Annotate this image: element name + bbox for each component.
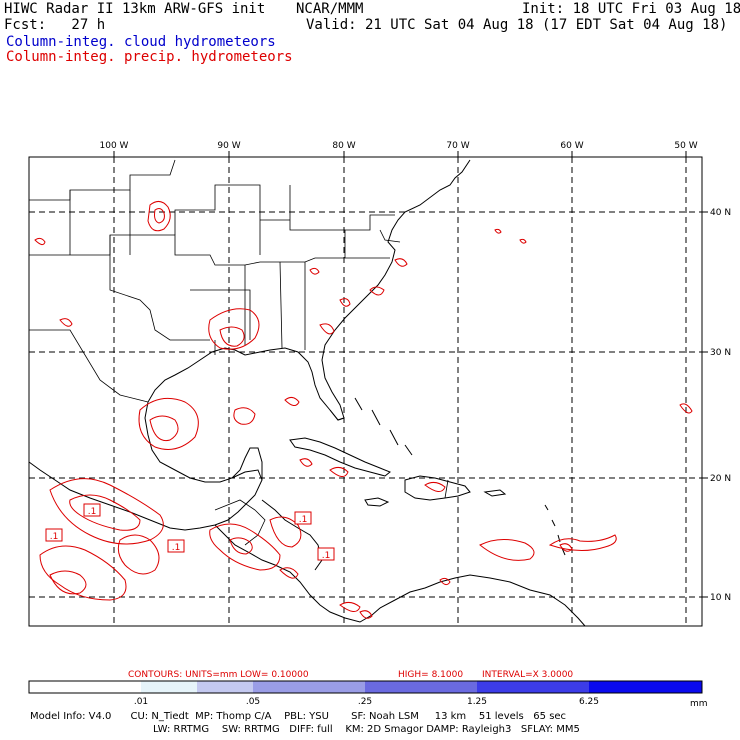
model-info-line2: LW: RRTMG SW: RRTMG DIFF: full KM: 2D Sm… xyxy=(153,724,580,735)
lat-label: 40 N xyxy=(710,208,731,218)
lat-label: 30 N xyxy=(710,348,731,358)
lon-label: 60 W xyxy=(560,141,583,151)
contour-label-boxes xyxy=(45,503,335,561)
colorbar-tick: .05 xyxy=(246,697,260,707)
colorbar-tick: 1.25 xyxy=(467,697,487,707)
lon-label: 80 W xyxy=(332,141,355,151)
latlon-grid xyxy=(29,157,702,626)
legend-cloud: Column-integ. cloud hydrometeors xyxy=(6,34,276,50)
lon-label: 100 W xyxy=(100,141,129,151)
political-borders xyxy=(29,159,449,546)
lat-labels: 40 N 30 N 20 N 10 N xyxy=(710,208,731,603)
lon-label: 90 W xyxy=(217,141,240,151)
colorbar-segment xyxy=(141,681,197,693)
colorbar-tick: .25 xyxy=(358,697,372,707)
colorbar-segment xyxy=(29,681,141,693)
contour-label: .1 xyxy=(299,515,308,525)
legend-precip: Column-integ. precip. hydrometeors xyxy=(6,49,293,65)
valid-time: Valid: 21 UTC Sat 04 Aug 18 (17 EDT Sat … xyxy=(306,17,728,33)
colorbar-segment xyxy=(589,681,702,693)
colorbar-tick: .01 xyxy=(134,697,148,707)
lat-label: 20 N xyxy=(710,474,731,484)
map-title: HIWC Radar II 13km ARW-GFS init xyxy=(4,1,266,17)
colorbar-segment xyxy=(477,681,589,693)
contour-info: CONTOURS: UNITS=mm LOW= 0.10000 HIGH= 8.… xyxy=(128,670,573,680)
colorbar-frame xyxy=(28,680,703,694)
contour-label-texts: .1 .1 .1 .1 .1 xyxy=(50,507,331,561)
colorbar-segment xyxy=(253,681,365,693)
lon-label: 70 W xyxy=(446,141,469,151)
colorbar-segment xyxy=(365,681,477,693)
contour-label: .1 xyxy=(322,551,331,561)
precip-contours xyxy=(34,201,693,619)
contour-label: .1 xyxy=(50,532,59,542)
contours-text: CONTOURS: UNITS=mm LOW= 0.10000 xyxy=(128,670,309,680)
axis-ticks xyxy=(113,151,708,598)
contour-label: .1 xyxy=(172,543,181,553)
forecast-hour: Fcst: 27 h xyxy=(4,17,106,33)
org-label: NCAR/MMM xyxy=(296,1,364,17)
interval-text: INTERVAL=X 3.0000 xyxy=(482,670,573,680)
model-info-line1: Model Info: V4.0 CU: N_Tiedt MP: Thomp C… xyxy=(30,711,567,722)
colorbar-ticks: .01 .05 .25 1.25 6.25 mm xyxy=(134,697,708,709)
contour-label: .1 xyxy=(88,507,97,517)
colorbar-segment xyxy=(197,681,253,693)
lat-label: 10 N xyxy=(710,593,731,603)
high-text: HIGH= 8.1000 xyxy=(398,670,463,680)
colorbar-tick: 6.25 xyxy=(579,697,599,707)
lon-labels: 100 W 90 W 80 W 70 W 60 W 50 W xyxy=(100,141,698,151)
colorbar-units: mm xyxy=(690,699,708,709)
colorbar xyxy=(28,680,703,694)
init-time: Init: 18 UTC Fri 03 Aug 18 xyxy=(522,1,740,17)
lon-label: 50 W xyxy=(674,141,697,151)
